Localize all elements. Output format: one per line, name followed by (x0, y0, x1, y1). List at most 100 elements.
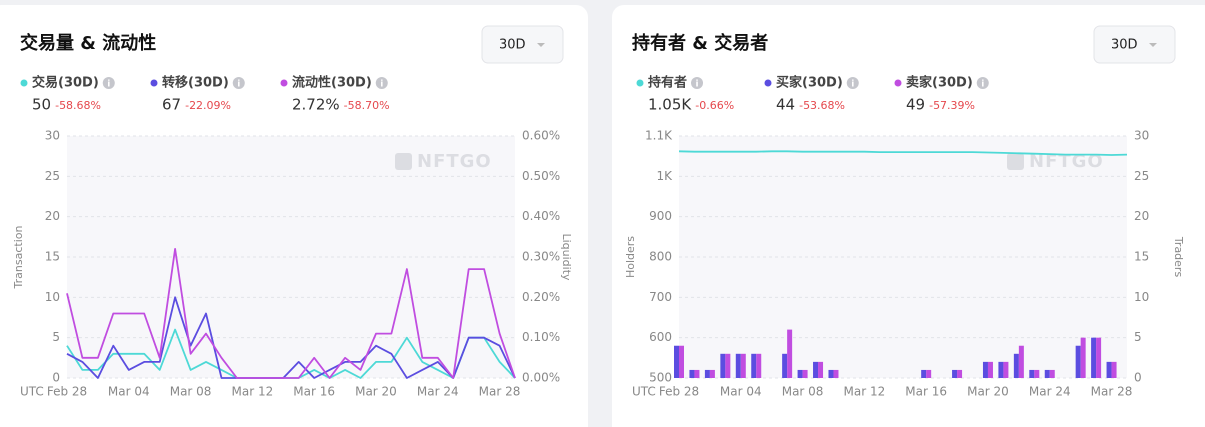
legend-dot (894, 79, 902, 87)
y2-tick-label: 0 (1134, 371, 1142, 385)
bar (797, 369, 803, 378)
y-tick-label: 20 (45, 209, 60, 223)
info-i: i (237, 80, 240, 90)
stat-value: 44 (776, 96, 795, 114)
info-icon (102, 77, 115, 89)
bar (756, 353, 762, 378)
stat-change: -53.68% (799, 99, 845, 112)
stat-change: -58.68% (55, 99, 101, 112)
bar (987, 361, 993, 378)
y-tick-label: 700 (649, 290, 672, 304)
bar (828, 369, 834, 378)
bar (751, 353, 757, 378)
dropdown-box (1093, 25, 1176, 64)
bar (720, 353, 726, 378)
info-i: i (695, 80, 698, 90)
watermark-logo (395, 153, 412, 170)
info-icon (691, 77, 704, 89)
bar (704, 369, 710, 378)
stat-value: 1.05K (648, 96, 692, 114)
line-series (66, 248, 516, 379)
bar (1034, 369, 1040, 378)
bar (982, 361, 988, 378)
bar (1018, 345, 1024, 378)
y2-tick-label: 0.40% (522, 209, 560, 223)
info-icon (232, 77, 245, 89)
y-tick-label: 800 (649, 250, 672, 264)
bar (1106, 361, 1112, 378)
legend-name: 转移(30D) (162, 75, 229, 91)
stat-value: 50 (32, 96, 51, 114)
bar (998, 361, 1004, 378)
watermark: NFTGO (1029, 151, 1104, 172)
bar (689, 369, 695, 378)
stat-change: -22.09% (185, 99, 231, 112)
bar (1075, 345, 1081, 378)
y-tick-label: 600 (649, 330, 672, 344)
watermark: NFTGO (417, 151, 492, 172)
timezone-label: UTC (632, 385, 656, 399)
y-tick-label: 25 (45, 169, 60, 183)
info-icon (375, 77, 388, 89)
dropdown-caret (537, 43, 545, 47)
x-tick-label: Mar 16 (293, 385, 335, 399)
y-tick-label: 1.1K (645, 129, 673, 143)
info-i: i (107, 80, 110, 90)
dropdown-caret (1149, 43, 1157, 47)
y2-tick-label: 0.20% (522, 290, 560, 304)
stat-change: -58.70% (344, 99, 390, 112)
bar (833, 369, 839, 378)
x-tick-label: Mar 12 (844, 385, 886, 399)
x-tick-label: Feb 28 (47, 385, 87, 399)
bar (725, 353, 731, 378)
bar (1080, 337, 1086, 378)
x-tick-label: Mar 20 (967, 385, 1009, 399)
info-icon (976, 77, 989, 89)
stat-change: -0.66% (695, 99, 734, 112)
y-axis-title: Holders (624, 236, 637, 278)
y-tick-label: 900 (649, 209, 672, 223)
bar (674, 345, 679, 378)
y-tick-label: 15 (45, 250, 60, 264)
y2-tick-label: 30 (1134, 129, 1149, 143)
y2-tick-label: 15 (1134, 250, 1149, 264)
dropdown[interactable]: 30D (481, 25, 564, 64)
line-series (678, 150, 1128, 156)
y2-tick-label: 0.50% (522, 169, 560, 183)
legend-name: 交易(30D) (32, 75, 99, 91)
bar (813, 361, 819, 378)
y2-tick-label: 5 (1134, 330, 1142, 344)
legend-dot (636, 79, 644, 87)
y-tick-label: 5 (52, 330, 60, 344)
y2-axis-title: Traders (1172, 236, 1185, 278)
legend-dot (20, 79, 28, 87)
y2-tick-label: 25 (1134, 169, 1149, 183)
x-tick-label: Mar 16 (905, 385, 947, 399)
x-tick-label: Mar 28 (1091, 385, 1133, 399)
bar (818, 361, 824, 378)
y2-tick-label: 0.60% (522, 129, 560, 143)
x-tick-label: Mar 24 (1029, 385, 1071, 399)
legend-dot (764, 79, 772, 87)
bar (1091, 337, 1097, 378)
x-tick-label: Mar 28 (479, 385, 521, 399)
x-tick-label: Mar 08 (782, 385, 824, 399)
bar (1049, 369, 1055, 378)
y-axis-title: Transaction (12, 226, 25, 290)
legend-name: 买家(30D) (776, 75, 843, 91)
x-tick-label: Mar 20 (355, 385, 397, 399)
stat-change: -57.39% (929, 99, 975, 112)
x-tick-label: Mar 04 (108, 385, 150, 399)
y2-tick-label: 0.00% (522, 371, 560, 385)
x-tick-label: Mar 04 (720, 385, 762, 399)
info-i: i (380, 80, 383, 90)
y-tick-label: 30 (45, 129, 60, 143)
legend-name: 持有者 (648, 75, 687, 91)
dropdown[interactable]: 30D (1093, 25, 1176, 64)
watermark-logo (1007, 153, 1024, 170)
dropdown-label: 30D (1111, 38, 1138, 53)
bar (694, 369, 700, 378)
bar (1096, 337, 1102, 378)
bar (679, 345, 684, 378)
y2-tick-label: 0.30% (522, 250, 560, 264)
